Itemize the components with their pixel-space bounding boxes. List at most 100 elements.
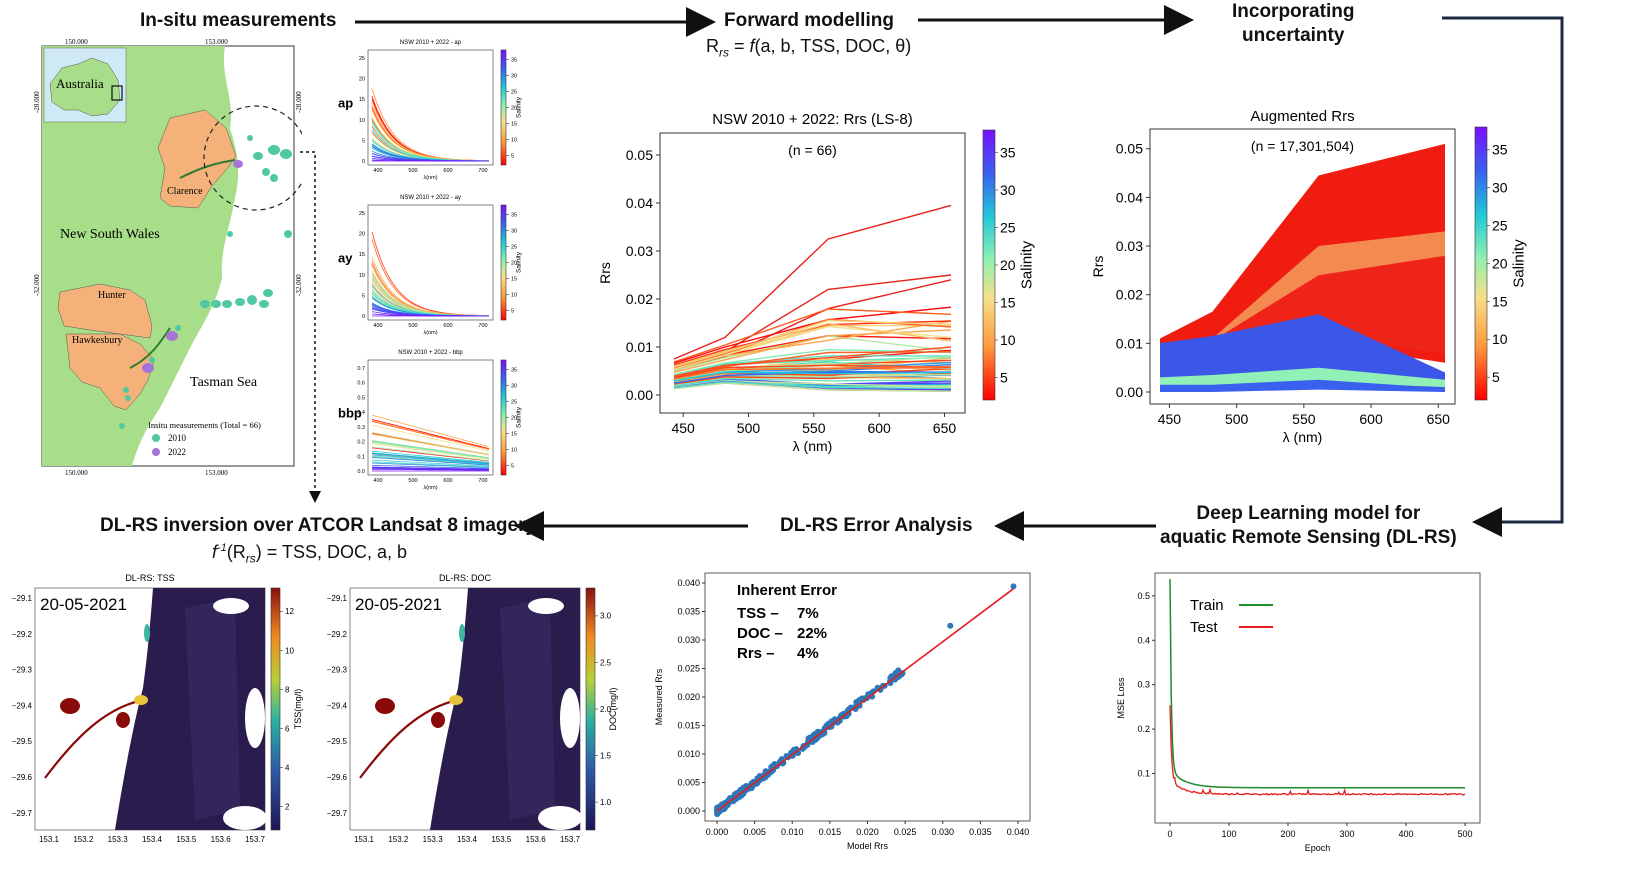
loss-xtick-label: 0 xyxy=(1167,829,1172,839)
map-xtick: 153.6 xyxy=(211,835,232,844)
colorbar xyxy=(500,359,507,476)
small-plot-xtick: 700 xyxy=(478,478,487,484)
small-plot-curve xyxy=(371,446,490,461)
aug-ytick-label: 0.00 xyxy=(1116,384,1143,400)
rrs-xtick-label: 500 xyxy=(737,420,761,436)
rrs-spectrum xyxy=(673,381,952,390)
colorbar-tick-label: 15 xyxy=(511,431,517,437)
small-plot-ytick: 15 xyxy=(359,252,365,258)
aug-band-base xyxy=(1160,379,1445,392)
loss-ytick-label: 0.4 xyxy=(1137,635,1150,645)
small-plot-ytick: 0 xyxy=(362,159,365,165)
colorbar-tick-label: 5 xyxy=(511,153,514,159)
header-forward: Forward modelling xyxy=(724,10,894,31)
estuary-lake xyxy=(116,712,130,728)
map-ytick: −29.5 xyxy=(12,737,33,746)
small-plot-curve xyxy=(371,414,490,448)
scatter-ytick-label: 0.020 xyxy=(677,692,700,702)
small-plot-xtick: 400 xyxy=(373,478,382,484)
colorbar-tick-label: 15 xyxy=(511,121,517,127)
rrs-xtick-label: 600 xyxy=(867,420,891,436)
colorbar-tick-label: 35 xyxy=(511,58,517,64)
colorbar-tick-label: 2.5 xyxy=(600,658,612,667)
rrs-spectrum xyxy=(673,356,952,376)
study-area-map: 150.000 153.000 150.000 153.000 -28.000 … xyxy=(33,38,302,477)
map-xtick: 153.4 xyxy=(142,835,163,844)
rrs-ylabel: Rrs xyxy=(597,262,613,284)
aug-xtick-label: 600 xyxy=(1359,411,1383,427)
colorbar-tick-label: 25 xyxy=(511,399,517,405)
rrs-n-label: (n = 66) xyxy=(788,142,837,158)
colorbar xyxy=(982,129,996,401)
small-plot-xtick: 600 xyxy=(443,478,452,484)
small-plot-xtick: 400 xyxy=(373,323,382,329)
rrs-spectrum xyxy=(673,348,952,376)
lat-tick: -28.000 xyxy=(295,91,302,113)
small-plot-curve xyxy=(371,441,490,459)
colorbar-tick-label: 5 xyxy=(1492,369,1500,385)
loss-ytick-label: 0.3 xyxy=(1137,680,1150,690)
aug-xtick-label: 450 xyxy=(1158,411,1182,427)
estuary-lake xyxy=(60,698,80,714)
error-name: TSS – xyxy=(737,605,779,622)
scatter-ytick-label: 0.030 xyxy=(677,635,700,645)
rrs-spectrum xyxy=(673,322,952,367)
colorbar-tick-label: 35 xyxy=(1492,142,1508,158)
map-xtick: 153.1 xyxy=(39,835,60,844)
small-plot-xtick: 500 xyxy=(408,168,417,174)
scatter-xtick-label: 0.030 xyxy=(931,827,954,837)
colorbar-tick-label: 10 xyxy=(1492,331,1508,347)
error-name: DOC – xyxy=(737,625,783,642)
scatter-ylabel: Measured Rrs xyxy=(654,668,664,725)
aug-ytick-label: 0.01 xyxy=(1116,335,1143,351)
small-plot-xtick: 500 xyxy=(408,478,417,484)
aug-n-label: (n = 17,301,504) xyxy=(1251,138,1354,154)
small-plot-ytick: 10 xyxy=(359,118,365,124)
river-mouth-plume xyxy=(134,695,148,705)
colorbar-tick-label: 35 xyxy=(1000,144,1016,160)
scatter-xtick-label: 0.005 xyxy=(743,827,766,837)
map-date: 20-05-2021 xyxy=(40,595,127,614)
inversion-formula: f-1(Rrs) = TSS, DOC, a, b xyxy=(212,542,408,566)
small-plot-curve xyxy=(371,443,490,460)
error-name: Rrs – xyxy=(737,645,775,662)
small-plot-curve xyxy=(371,457,490,466)
map-legend-title: Insitu measurements (Total = 66) xyxy=(148,420,261,430)
rrs-spectrum xyxy=(673,365,952,380)
small-plot-curve xyxy=(371,440,490,459)
region-clarence xyxy=(157,109,237,209)
river-mouth-plume xyxy=(449,695,463,705)
loss-xtick-label: 100 xyxy=(1221,829,1236,839)
small-plot-title: NSW 2010 + 2022 - ap xyxy=(400,40,462,46)
lat-tick: -28.000 xyxy=(33,91,41,113)
small-plot-curve xyxy=(372,468,490,471)
river-network xyxy=(129,159,236,369)
loss-xtick-label: 400 xyxy=(1398,829,1413,839)
map-xtick: 153.2 xyxy=(388,835,409,844)
map-xtick: 153.7 xyxy=(245,835,266,844)
loss-train-curve xyxy=(1169,578,1465,789)
small-plot-curve xyxy=(371,461,490,468)
colorbar-tick-label: 2 xyxy=(285,802,290,811)
colorbar-tick-label: 30 xyxy=(1492,180,1508,196)
aug-ytick-label: 0.04 xyxy=(1116,189,1143,205)
header-uncertainty-line1: Incorporating xyxy=(1232,1,1355,22)
small-plot-xtick: 500 xyxy=(408,323,417,329)
colorbar-tick-label: 10 xyxy=(511,447,517,453)
small-plot-ytick: 0.5 xyxy=(357,395,365,401)
stations-2022 xyxy=(142,160,243,373)
small-plot-xtick: 400 xyxy=(373,168,382,174)
error-value: 4% xyxy=(797,645,819,662)
region-hawkesbury xyxy=(65,333,155,411)
colorbar-tick-label: 10 xyxy=(285,646,294,655)
rrs-spectrum xyxy=(673,204,952,360)
colorbar xyxy=(1474,126,1488,401)
scatter-xtick-label: 0.025 xyxy=(894,827,917,837)
rrs-spectrum xyxy=(673,364,952,379)
colorbar-tick-label: 30 xyxy=(511,73,517,79)
arrow-map-to-inversion xyxy=(300,151,321,503)
map-ytick: −29.1 xyxy=(327,594,348,603)
rrs-spectrum xyxy=(673,346,952,377)
loss-test-curve xyxy=(1169,705,1466,796)
scatter-point xyxy=(768,768,775,775)
